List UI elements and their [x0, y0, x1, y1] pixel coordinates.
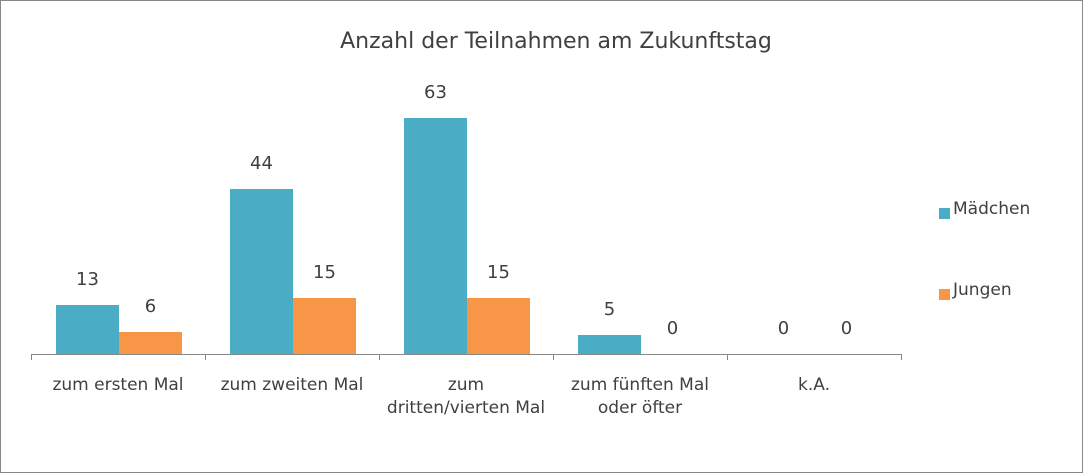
data-label: 0 — [777, 318, 790, 339]
bar — [56, 305, 119, 354]
x-tick — [553, 354, 554, 360]
x-axis — [31, 354, 901, 355]
legend-label: Jungen — [953, 280, 1012, 300]
x-tick-label: zum dritten/vierten Mal — [386, 375, 546, 418]
chart-title: Anzahl der Teilnahmen am Zukunftstag — [340, 29, 772, 54]
legend-swatch — [939, 289, 950, 300]
legend-swatch — [939, 208, 950, 219]
data-label: 5 — [603, 299, 616, 321]
x-tick-label: k.A. — [798, 375, 830, 395]
data-label: 44 — [250, 153, 273, 175]
bar — [293, 297, 356, 354]
x-tick-label: zum zweiten Mal — [220, 375, 364, 395]
x-tick — [379, 354, 380, 360]
data-label: 15 — [313, 261, 336, 283]
bar — [119, 331, 182, 354]
x-tick-label: zum ersten Mal — [52, 375, 184, 395]
data-label: 0 — [840, 318, 853, 339]
legend-label: Mädchen — [953, 199, 1031, 219]
data-label: 0 — [666, 318, 679, 339]
data-label: 63 — [424, 82, 447, 103]
bar — [578, 335, 641, 354]
bar — [404, 118, 467, 354]
x-tick — [31, 354, 32, 360]
data-label: 6 — [144, 295, 157, 317]
bar — [467, 297, 530, 354]
data-label: 13 — [76, 269, 99, 291]
x-tick — [727, 354, 728, 360]
bar — [230, 189, 293, 354]
x-tick — [901, 354, 902, 360]
data-label: 15 — [487, 261, 510, 283]
x-tick-label: zum fünften Mal oder öfter — [571, 375, 709, 418]
x-tick — [205, 354, 206, 360]
